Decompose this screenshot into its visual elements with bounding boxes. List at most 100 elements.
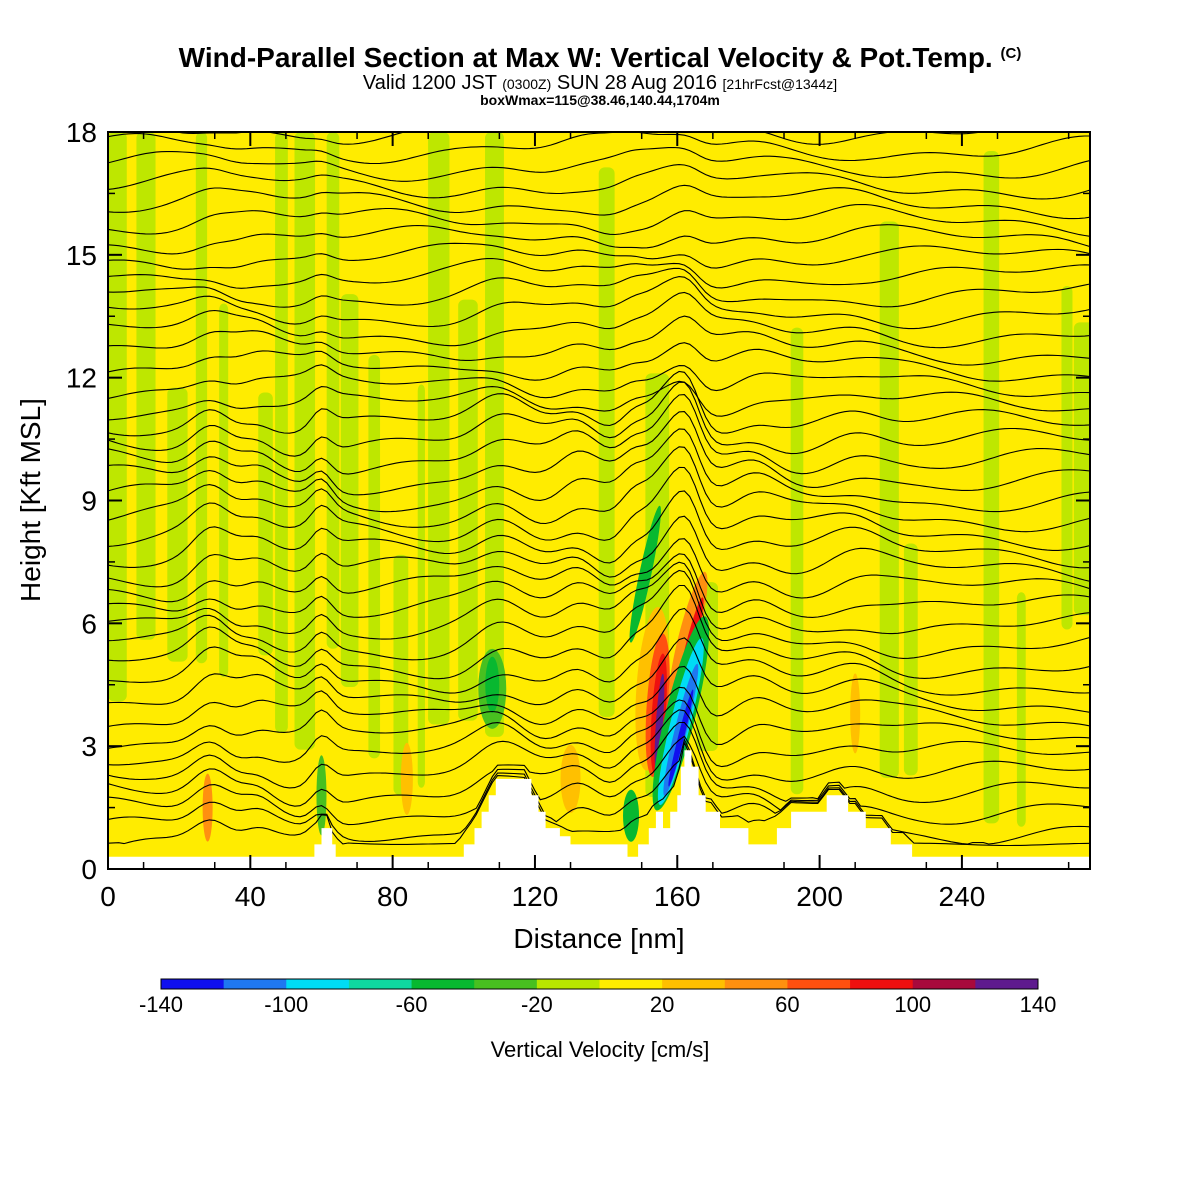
theta-contour xyxy=(108,561,1090,640)
velocity-band xyxy=(485,132,504,737)
y-tick-label: 18 xyxy=(66,117,97,148)
theta-contour xyxy=(108,515,1090,588)
colorbar-swatch xyxy=(724,979,788,989)
theta-contour xyxy=(108,569,1090,661)
y-tick-label: 12 xyxy=(66,363,97,394)
valid-utc: (0300Z) xyxy=(502,76,552,92)
theta-contour xyxy=(108,394,1090,475)
x-axis-label: Distance [nm] xyxy=(513,923,684,954)
colorbar-swatch xyxy=(161,979,225,989)
velocity-band xyxy=(167,387,188,662)
theta-contour xyxy=(108,709,1090,789)
velocity-band xyxy=(136,132,156,640)
theta-contour xyxy=(108,584,1090,680)
colorbar-tick-label: 100 xyxy=(894,992,931,1017)
colorbar: -140 -100 -60 -20 20 60 100 140 xyxy=(139,978,1057,1017)
theta-contour xyxy=(108,370,1090,437)
potential-temperature-contours xyxy=(108,132,1090,847)
colorbar-swatch xyxy=(599,979,663,989)
theta-contour xyxy=(108,741,1090,847)
velocity-band xyxy=(258,392,273,656)
theta-contour xyxy=(108,686,1090,749)
velocity-band xyxy=(368,354,381,759)
velocity-core xyxy=(654,673,665,770)
velocity-band xyxy=(340,294,359,687)
theta-contour xyxy=(108,428,1090,513)
theta-contour xyxy=(108,276,1090,330)
valid-date: SUN 28 Aug 2016 xyxy=(556,72,717,94)
theta-contour xyxy=(108,699,1090,768)
velocity-core xyxy=(560,744,581,813)
x-tick-label: 200 xyxy=(796,881,843,912)
velocity-core xyxy=(202,773,213,842)
colorbar-swatch xyxy=(223,979,287,989)
colorbar-swatch xyxy=(474,979,538,989)
velocity-band xyxy=(1016,592,1026,827)
chart-title-text: Wind-Parallel Section at Max W: Vertical… xyxy=(178,42,993,73)
x-tick-label: 80 xyxy=(377,881,408,912)
velocity-band xyxy=(458,299,478,721)
colorbar-swatch xyxy=(411,979,475,989)
y-tick-label: 0 xyxy=(81,854,97,885)
colorbar-swatch xyxy=(850,979,914,989)
chart-title: Wind-Parallel Section at Max W: Vertical… xyxy=(0,42,1200,74)
theta-contour xyxy=(108,737,1090,845)
theta-contour xyxy=(108,164,1090,200)
colorbar-tick-label: 140 xyxy=(1020,992,1057,1017)
x-tick-label: 240 xyxy=(939,881,986,912)
theta-contour xyxy=(108,411,1090,496)
x-axis: 0 40 80 120 160 200 240 xyxy=(100,132,1070,912)
theta-contour xyxy=(108,257,1090,289)
colorbar-swatch xyxy=(787,979,851,989)
theta-contour xyxy=(108,490,1090,569)
velocity-band xyxy=(1061,286,1073,630)
velocity-band xyxy=(393,554,409,795)
y-tick-label: 9 xyxy=(81,486,97,517)
valid-time: Valid 1200 JST xyxy=(362,72,497,94)
velocity-band xyxy=(108,132,127,702)
velocity-band xyxy=(598,167,615,717)
colorbar-tick-label: 20 xyxy=(650,992,674,1017)
colorbar-swatch xyxy=(536,979,600,989)
velocity-band xyxy=(879,221,899,778)
theta-contour xyxy=(108,637,1090,713)
colorbar-frame xyxy=(160,978,1039,990)
terrain-layer xyxy=(108,750,1090,869)
terrain xyxy=(108,750,1090,869)
colorbar-swatch xyxy=(286,979,350,989)
box-info: boxWmax=115@38.46,140.44,1704m xyxy=(480,92,720,108)
theta-contour xyxy=(108,132,1090,165)
velocity-band xyxy=(790,327,804,795)
theta-contour xyxy=(108,721,1090,807)
x-tick-label: 0 xyxy=(100,881,116,912)
colorbar-swatch xyxy=(662,979,726,989)
plot-area xyxy=(108,132,1090,869)
colorbar-tick-label: -60 xyxy=(396,992,428,1017)
theta-contour xyxy=(108,224,1090,255)
velocity-band xyxy=(1073,322,1090,616)
theta-contour xyxy=(108,203,1090,237)
theta-contour xyxy=(108,242,1090,270)
y-tick-label: 15 xyxy=(66,240,97,271)
y-tick-label: 6 xyxy=(81,608,97,639)
theta-contour xyxy=(108,146,1090,182)
colorbar-swatch xyxy=(912,979,976,989)
velocity-band xyxy=(294,132,316,750)
theta-contour xyxy=(108,342,1090,382)
chart-subtitle: Valid 1200 JST (0300Z) SUN 28 Aug 2016 [… xyxy=(0,72,1200,95)
x-tick-label: 120 xyxy=(512,881,559,912)
colorbar-label: Vertical Velocity [cm/s] xyxy=(490,1037,710,1062)
velocity-band xyxy=(417,384,425,788)
velocity-band xyxy=(326,132,340,649)
theta-contour xyxy=(108,735,1090,826)
forecast-info: [21hrFcst@1344z] xyxy=(722,76,838,92)
colorbar-tick-label: -100 xyxy=(264,992,308,1017)
velocity-core xyxy=(400,742,413,815)
y-tick-label: 3 xyxy=(81,731,97,762)
velocity-core xyxy=(629,505,661,643)
theta-contour xyxy=(108,538,1090,603)
colorbar-tick-label: -140 xyxy=(139,992,183,1017)
x-tick-label: 160 xyxy=(654,881,701,912)
theta-contour xyxy=(108,446,1090,533)
